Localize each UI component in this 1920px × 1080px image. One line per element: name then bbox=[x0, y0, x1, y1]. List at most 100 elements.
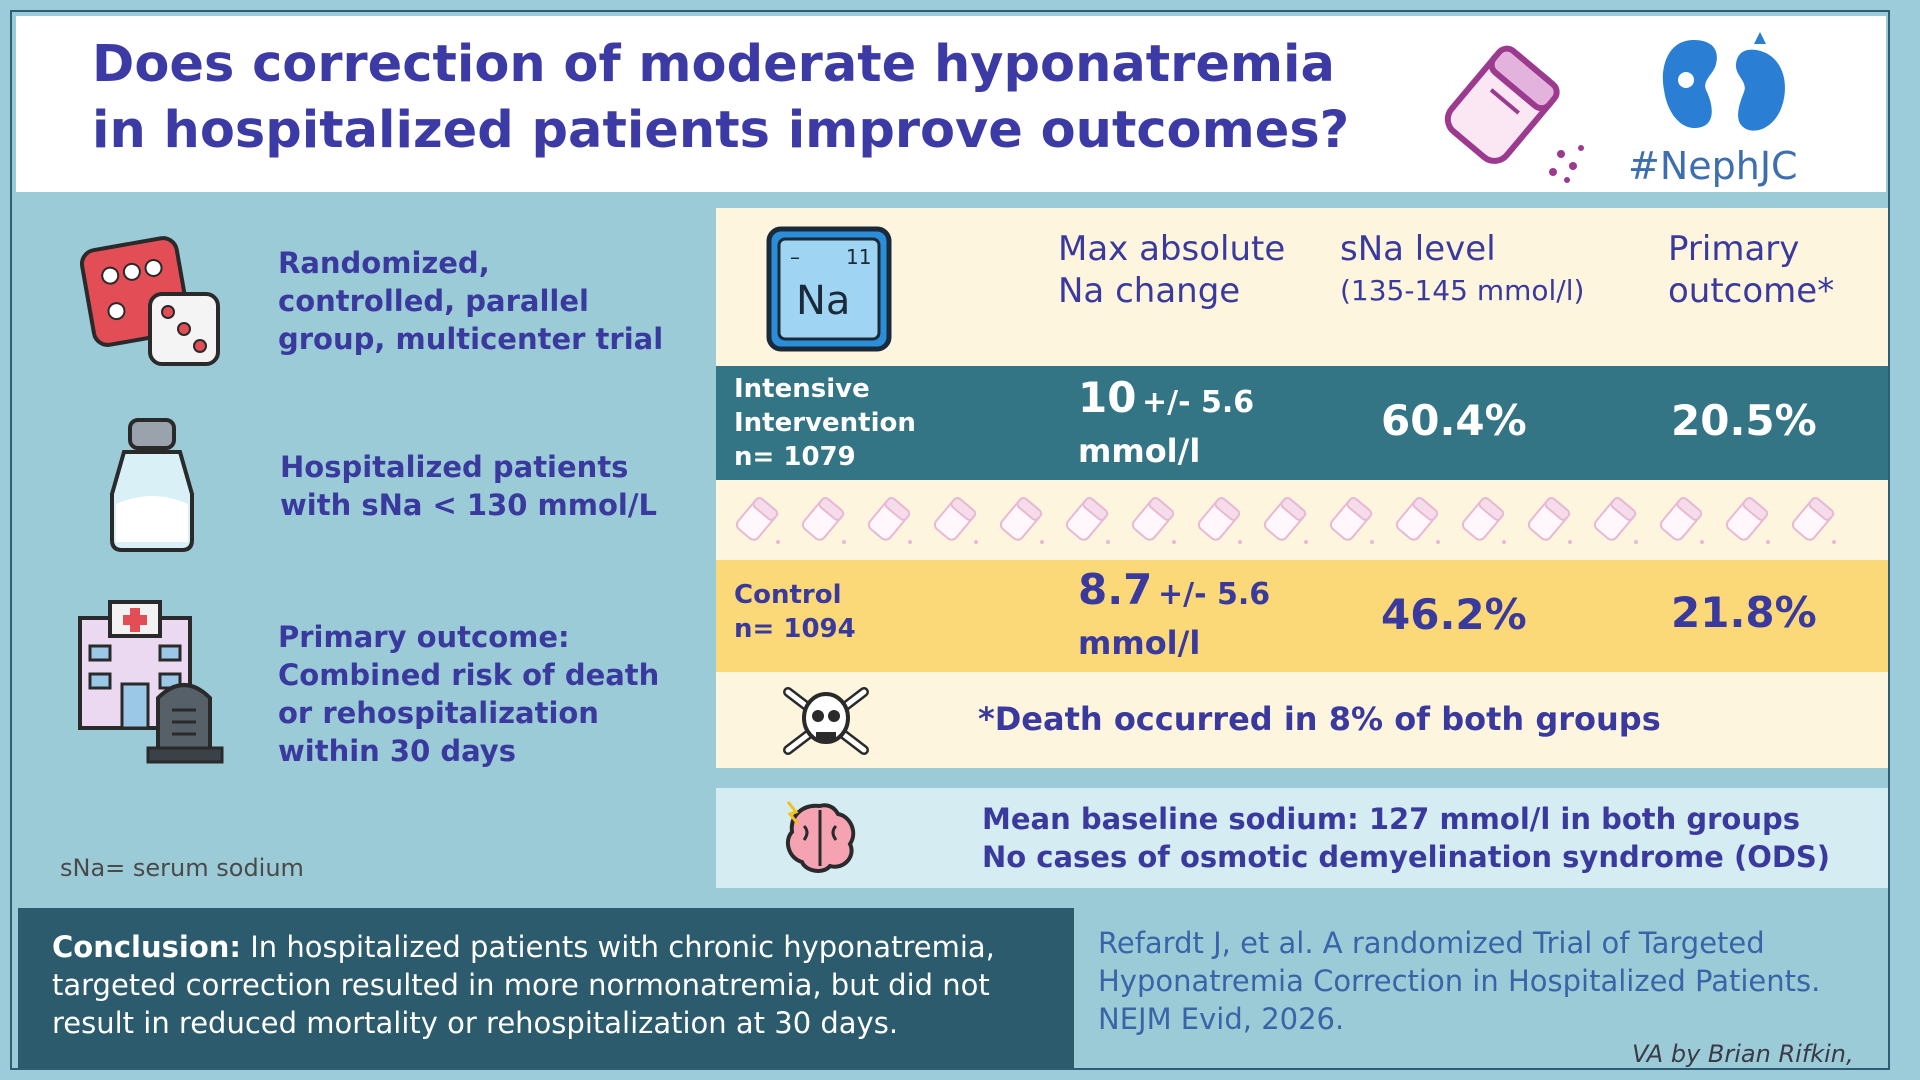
outcome-line: or rehospitalization bbox=[278, 696, 599, 730]
outcome-line: within 30 days bbox=[278, 734, 516, 768]
control-outcome: 21.8% bbox=[1671, 588, 1817, 637]
intensive-change: 10 +/- 5.6 mmol/l bbox=[1078, 376, 1254, 473]
change-sd: +/- 5.6 bbox=[1157, 577, 1271, 612]
change-mean: 8.7 bbox=[1078, 565, 1153, 614]
header-line: Max absolute bbox=[1058, 229, 1286, 269]
pattern-salt-grain bbox=[1502, 540, 1506, 544]
group-line: Intervention bbox=[734, 408, 916, 438]
pattern-salt-icon bbox=[933, 496, 977, 541]
table-header-row: – 11 Na Max absolute Na change sNa level… bbox=[716, 208, 1888, 366]
death-note: *Death occurred in 8% of both groups bbox=[978, 700, 1661, 738]
study-design-line: controlled, parallel bbox=[278, 284, 589, 318]
baseline-row: Mean baseline sodium: 127 mmol/l in both… bbox=[716, 788, 1888, 888]
pattern-salt-icon bbox=[1395, 496, 1439, 541]
pattern-salt-grain bbox=[842, 540, 846, 544]
pattern-salt-grain bbox=[974, 540, 978, 544]
pattern-salt-grain bbox=[1106, 540, 1110, 544]
title-line-2: in hospitalized patients improve outcome… bbox=[92, 101, 1350, 160]
outcome-text: Primary outcome: Combined risk of death … bbox=[278, 618, 698, 770]
control-sna: 46.2% bbox=[1381, 590, 1527, 639]
baseline-line: No cases of osmotic demyelination syndro… bbox=[982, 840, 1831, 874]
study-design-line: group, multicenter trial bbox=[278, 322, 664, 356]
outcome-line: Combined risk of death bbox=[278, 658, 660, 692]
title-line-1: Does correction of moderate hyponatremia bbox=[92, 35, 1335, 94]
pattern-salt-grain bbox=[776, 540, 780, 544]
change-unit: mmol/l bbox=[1078, 624, 1201, 662]
pattern-salt-grain bbox=[1700, 540, 1704, 544]
element-number: 11 bbox=[846, 245, 871, 269]
pattern-salt-grain bbox=[1304, 540, 1308, 544]
pattern-salt-icon bbox=[801, 496, 845, 541]
hashtag: #NephJC bbox=[1628, 144, 1798, 188]
pattern-salt-icon bbox=[1725, 496, 1769, 541]
salt-shaker-pattern bbox=[735, 496, 1836, 544]
control-row: Control n= 1094 8.7 +/- 5.6 mmol/l 46.2%… bbox=[716, 560, 1888, 672]
header-line: outcome* bbox=[1668, 271, 1835, 311]
change-mean: 10 bbox=[1078, 373, 1137, 422]
page-title: Does correction of moderate hyponatremia… bbox=[92, 32, 1392, 164]
conclusion-box: Conclusion: In hospitalized patients wit… bbox=[18, 908, 1074, 1068]
change-unit: mmol/l bbox=[1078, 432, 1201, 470]
pattern-salt-icon bbox=[1329, 496, 1373, 541]
citation-line: Hyponatremia Correction in Hospitalized … bbox=[1098, 964, 1821, 998]
skull-crossbones-icon bbox=[783, 687, 869, 755]
pattern-salt-grain bbox=[1040, 540, 1044, 544]
control-change: 8.7 +/- 5.6 mmol/l bbox=[1078, 568, 1270, 665]
baseline-text: Mean baseline sodium: 127 mmol/l in both… bbox=[982, 800, 1830, 876]
pattern-salt-grain bbox=[1832, 540, 1836, 544]
population-line: with sNa < 130 mmol/L bbox=[280, 488, 657, 522]
pattern-salt-icon bbox=[735, 496, 779, 541]
population-text: Hospitalized patients with sNa < 130 mmo… bbox=[280, 448, 700, 524]
citation-line: NEJM Evid, 2026. bbox=[1098, 1002, 1345, 1036]
abbreviation-note: sNa= serum sodium bbox=[60, 854, 304, 882]
intensive-row: Intensive Intervention n= 1079 10 +/- 5.… bbox=[716, 366, 1888, 480]
infographic: Does correction of moderate hyponatremia… bbox=[10, 10, 1890, 1070]
pattern-salt-icon bbox=[1791, 496, 1835, 541]
conclusion-text: In hospitalized patients with chronic hy… bbox=[52, 930, 995, 1040]
pattern-salt-icon bbox=[1263, 496, 1307, 541]
element-symbol: Na bbox=[796, 278, 850, 324]
hospital-icon bbox=[78, 600, 224, 764]
pattern-salt-icon bbox=[1461, 496, 1505, 541]
change-sd: +/- 5.6 bbox=[1142, 385, 1255, 420]
pattern-salt-icon bbox=[1197, 496, 1241, 541]
header-line: (135-145 mmol/l) bbox=[1340, 274, 1585, 307]
pattern-salt-grain bbox=[1172, 540, 1176, 544]
kidney-icon bbox=[1662, 32, 1785, 131]
pattern-salt-grain bbox=[1568, 540, 1572, 544]
outcome-line: Primary outcome: bbox=[278, 620, 570, 654]
salt-shaker-icon bbox=[1444, 45, 1584, 183]
pattern-salt-grain bbox=[1370, 540, 1374, 544]
study-design-line: Randomized, bbox=[278, 246, 490, 280]
control-group-label: Control n= 1094 bbox=[734, 578, 856, 646]
element-dash: – bbox=[790, 245, 800, 269]
pattern-salt-icon bbox=[867, 496, 911, 541]
sodium-element-icon: – 11 Na bbox=[766, 226, 892, 352]
pattern-salt-icon bbox=[999, 496, 1043, 541]
intensive-sna: 60.4% bbox=[1381, 396, 1527, 445]
intensive-outcome: 20.5% bbox=[1671, 396, 1817, 445]
group-line: Control bbox=[734, 580, 842, 610]
column-header-change: Max absolute Na change bbox=[1058, 228, 1285, 312]
header-line: sNa level bbox=[1340, 229, 1496, 269]
group-line: n= 1094 bbox=[734, 614, 856, 644]
conclusion-label: Conclusion: bbox=[52, 930, 241, 964]
citation-line: Refardt J, et al. A randomized Trial of … bbox=[1098, 926, 1765, 960]
pattern-salt-icon bbox=[1659, 496, 1703, 541]
pattern-salt-icon bbox=[1131, 496, 1175, 541]
pattern-salt-icon bbox=[1593, 496, 1637, 541]
pattern-salt-grain bbox=[1238, 540, 1242, 544]
dice-icon bbox=[79, 236, 220, 366]
group-line: Intensive bbox=[734, 374, 870, 404]
salt-shaker-icon bbox=[110, 418, 194, 552]
author-credit: VA by Brian Rifkin, MD bbox=[1632, 1040, 1854, 1068]
header: Does correction of moderate hyponatremia… bbox=[16, 16, 1886, 192]
pattern-salt-grain bbox=[1634, 540, 1638, 544]
header-line: Primary bbox=[1668, 229, 1800, 269]
pattern-salt-grain bbox=[908, 540, 912, 544]
death-note-row: *Death occurred in 8% of both groups bbox=[716, 672, 1888, 768]
pattern-salt-grain bbox=[1436, 540, 1440, 544]
header-line: Na change bbox=[1058, 271, 1241, 311]
salt-pattern-divider bbox=[716, 480, 1888, 560]
brain-icon bbox=[785, 801, 856, 873]
